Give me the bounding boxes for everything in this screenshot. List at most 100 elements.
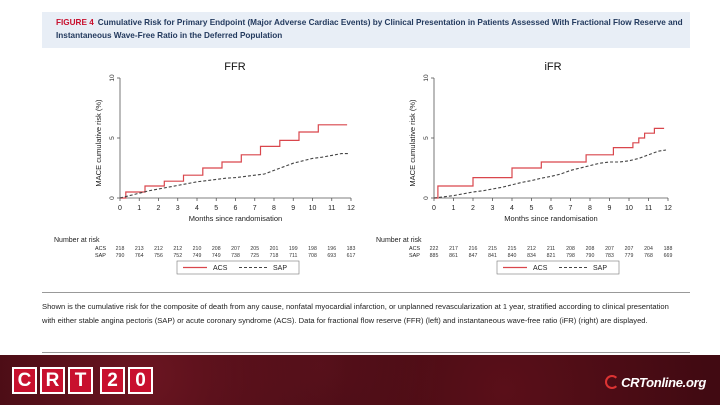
risk-row-label: SAP xyxy=(95,253,106,259)
risk-value: 693 xyxy=(327,253,336,259)
x-tick-label: 10 xyxy=(309,205,317,212)
x-tick-label: 4 xyxy=(510,205,514,212)
x-tick-label: 6 xyxy=(234,205,238,212)
y-tick-label: 10 xyxy=(109,74,116,82)
series-line-sap xyxy=(119,153,350,199)
caption-bottom-rule xyxy=(42,352,690,353)
risk-table-heading: Number at risk xyxy=(376,237,422,244)
legend-label-acs: ACS xyxy=(533,265,548,272)
swoosh-icon xyxy=(605,375,620,389)
risk-value: 213 xyxy=(135,246,144,252)
risk-value: 217 xyxy=(449,246,458,252)
y-tick-label: 0 xyxy=(109,196,116,200)
risk-value: 617 xyxy=(347,253,356,259)
x-tick-label: 8 xyxy=(588,205,592,212)
x-tick-label: 9 xyxy=(291,205,295,212)
risk-value: 783 xyxy=(605,253,614,259)
risk-value: 188 xyxy=(664,246,673,252)
risk-row-label: SAP xyxy=(409,253,420,259)
figure-label: FIGURE 4 xyxy=(56,18,94,27)
figure-caption: Shown is the cumulative risk for the com… xyxy=(42,302,669,325)
legend-label-sap: SAP xyxy=(273,265,287,272)
series-line-acs xyxy=(434,127,665,199)
risk-value: 208 xyxy=(586,246,595,252)
x-tick-label: 8 xyxy=(272,205,276,212)
x-tick-label: 5 xyxy=(214,205,218,212)
legend-label-sap: SAP xyxy=(593,265,607,272)
x-tick-label: 7 xyxy=(253,205,257,212)
risk-table-heading: Number at risk xyxy=(54,237,100,244)
risk-value: 208 xyxy=(566,246,575,252)
risk-value: 212 xyxy=(173,246,182,252)
risk-row-label: ACS xyxy=(409,246,420,252)
x-tick-label: 5 xyxy=(530,205,534,212)
risk-value: 738 xyxy=(231,253,240,259)
x-tick-label: 2 xyxy=(471,205,475,212)
crtonline-text: CRTonline.org xyxy=(621,374,706,390)
risk-value: 183 xyxy=(347,246,356,252)
caption-top-rule xyxy=(42,292,690,293)
series-line-acs xyxy=(120,124,348,199)
y-tick-label: 0 xyxy=(423,196,430,200)
x-tick-label: 7 xyxy=(569,205,573,212)
series-line-sap xyxy=(433,149,667,199)
x-tick-label: 11 xyxy=(328,205,335,212)
risk-value: 718 xyxy=(270,253,279,259)
risk-value: 749 xyxy=(193,253,202,259)
risk-value: 215 xyxy=(508,246,517,252)
risk-value: 210 xyxy=(193,246,202,252)
risk-value: 204 xyxy=(644,246,653,252)
risk-value: 218 xyxy=(116,246,125,252)
risk-value: 756 xyxy=(154,253,163,259)
figure-header: FIGURE 4 Cumulative Risk for Primary Endp… xyxy=(42,12,690,48)
figure-title-text: Cumulative Risk for Primary Endpoint (Ma… xyxy=(56,18,683,40)
risk-value: 752 xyxy=(173,253,182,259)
risk-value: 768 xyxy=(644,253,653,259)
x-tick-label: 4 xyxy=(195,205,199,212)
figure-title: FIGURE 4 Cumulative Risk for Primary Endp… xyxy=(56,16,686,42)
legend-box xyxy=(176,260,300,275)
x-tick-label: 1 xyxy=(452,205,456,212)
logo-letter: 2 xyxy=(100,367,125,394)
risk-value: 208 xyxy=(212,246,221,252)
risk-value: 212 xyxy=(154,246,163,252)
y-tick-label: 5 xyxy=(423,136,430,140)
x-tick-label: 6 xyxy=(549,205,553,212)
risk-value: 201 xyxy=(270,246,279,252)
x-axis-label: Months since randomisation xyxy=(504,214,597,223)
risk-value: 840 xyxy=(508,253,517,259)
x-tick-label: 9 xyxy=(608,205,612,212)
risk-value: 790 xyxy=(116,253,125,259)
x-tick-label: 11 xyxy=(645,205,652,212)
x-tick-label: 3 xyxy=(491,205,495,212)
x-tick-label: 10 xyxy=(625,205,633,212)
y-axis-label: MACE cumulative risk (%) xyxy=(94,99,103,187)
chart-title: FFR xyxy=(224,61,245,73)
risk-value: 779 xyxy=(625,253,634,259)
risk-value: 215 xyxy=(488,246,497,252)
chart-title: iFR xyxy=(544,61,561,73)
risk-value: 711 xyxy=(289,253,297,259)
logo-letter: C xyxy=(12,367,37,394)
risk-value: 222 xyxy=(430,246,439,252)
risk-value: 205 xyxy=(250,246,259,252)
risk-value: 216 xyxy=(469,246,478,252)
risk-value: 847 xyxy=(469,253,478,259)
x-tick-label: 2 xyxy=(157,205,161,212)
x-axis-label: Months since randomisation xyxy=(189,214,282,223)
logo-letter: 0 xyxy=(128,367,153,394)
logo-letter: R xyxy=(40,367,65,394)
risk-value: 207 xyxy=(231,246,240,252)
crtonline-link[interactable]: CRTonline.org xyxy=(605,371,706,393)
x-tick-label: 3 xyxy=(176,205,180,212)
risk-value: 207 xyxy=(625,246,634,252)
risk-value: 212 xyxy=(527,246,536,252)
risk-value: 669 xyxy=(664,253,673,259)
risk-value: 725 xyxy=(250,253,259,259)
y-axis-label: MACE cumulative risk (%) xyxy=(408,99,417,187)
risk-value: 841 xyxy=(488,253,497,259)
x-tick-label: 1 xyxy=(137,205,141,212)
legend-box xyxy=(496,260,620,275)
footer-bar: C R T 2 0 CRTonline.org xyxy=(0,355,720,405)
risk-value: 708 xyxy=(308,253,317,259)
